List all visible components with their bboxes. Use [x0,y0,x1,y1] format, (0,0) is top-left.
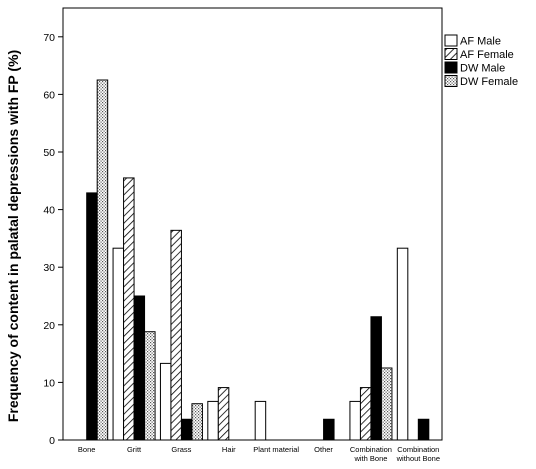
x-tick-label: Hair [222,445,236,454]
x-tick-label: without Bone [396,454,440,463]
x-tick-label: Grass [171,445,191,454]
bar-dw-female [191,403,203,441]
x-tick-label: Other [314,445,333,454]
plot-frame [62,7,443,441]
x-tick-label: Gritt [127,445,142,454]
bar-af-male [396,247,409,441]
y-tick-label: 0 [49,435,55,447]
bar-dw-male [133,295,146,441]
bar-af-female [359,387,372,441]
x-tick-label: Combination [350,445,392,454]
bar-af-female [123,177,135,441]
bar-dw-male [180,418,193,441]
bar-dw-female [96,79,109,441]
y-tick-label: 30 [43,262,55,274]
legend-swatch [444,61,458,74]
bar-af-male [112,247,125,441]
y-tick-label: 70 [43,32,55,44]
y-tick-label: 10 [43,377,55,389]
bar-dw-male [86,192,98,441]
y-tick-label: 40 [43,205,55,217]
x-tick-label: Combination [397,445,439,454]
bars [86,79,430,441]
bar-af-male [207,400,219,441]
bar-dw-male [323,418,335,441]
plot-border [62,7,443,441]
legend-label: DW Female [460,76,518,88]
bar-dw-female [380,367,393,441]
legend-label: DW Male [460,63,505,75]
bar-af-female [170,229,182,441]
bar-af-male [159,362,172,441]
y-tick-label: 50 [43,147,55,159]
y-tick-label: 60 [43,89,55,101]
bar-af-male [349,400,361,441]
bar-af-female [217,387,230,441]
legend-swatch [444,75,458,87]
y-axis: 0 10 20 30 40 50 60 70 [43,32,63,447]
bar-dw-male [370,316,382,441]
x-tick-label: Plant material [253,445,299,454]
legend-label: AF Female [460,49,514,61]
bar-af-male [254,400,267,441]
x-tick-label: with Bone [353,454,387,463]
legend-swatch [444,48,458,60]
x-tick-label: Bone [78,445,96,454]
y-tick-label: 20 [43,320,55,332]
legend-swatch [444,34,458,47]
y-axis-label: Frequency of content in palatal depressi… [5,50,21,422]
bar-dw-female [144,331,156,441]
legend-label: AF Male [460,36,501,48]
x-axis-labels: Bone Gritt Grass Hair Plant material Other Com… [78,445,440,463]
bar-dw-male [417,418,430,441]
